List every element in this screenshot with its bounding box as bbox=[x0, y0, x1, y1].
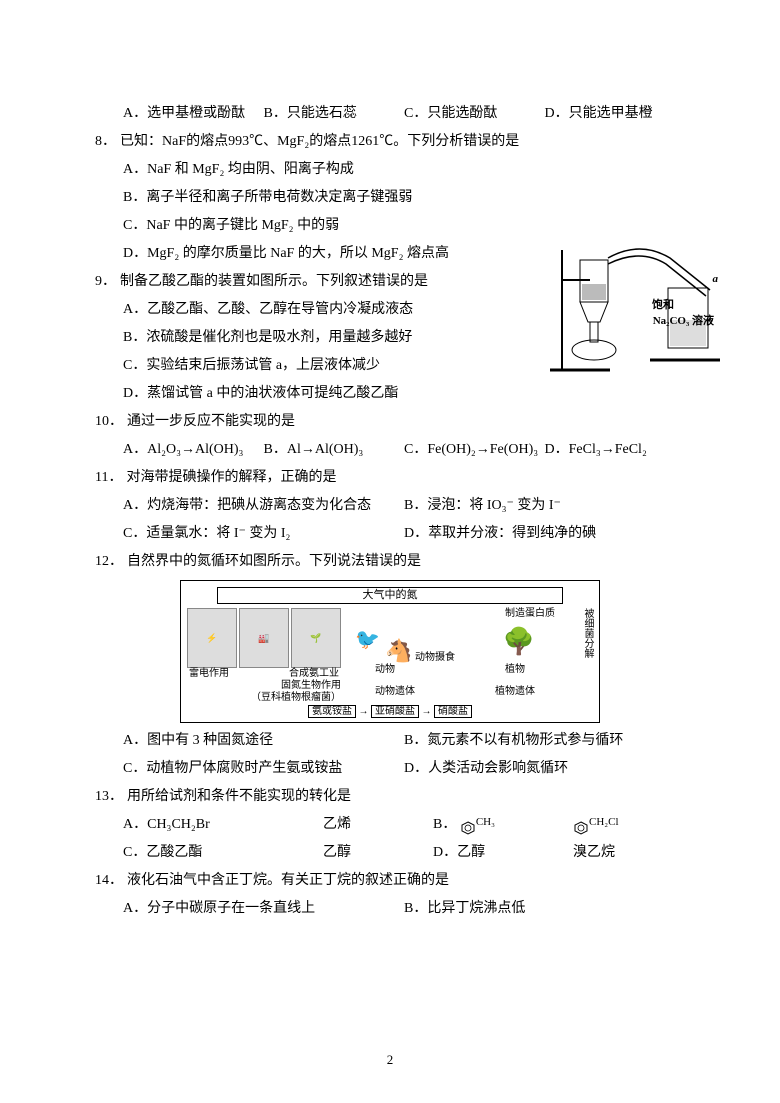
q10-stem: 通过一步反应不能实现的是 bbox=[127, 408, 295, 436]
q11-opt-a: A．灼烧海带：把碘从游离态变为化合态 bbox=[123, 492, 404, 520]
q13-row1: A．CH₃CH₂Br 乙烯 B． CH₃ CH₂Cl bbox=[95, 811, 685, 839]
benzene-icon-1 bbox=[460, 818, 476, 832]
q13-opt-c-left: C．乙酸乙酯 bbox=[123, 839, 323, 867]
q14-stem: 液化石油气中含正丁烷。有关正丁烷的叙述正确的是 bbox=[127, 867, 449, 895]
q13-opt-d-right: 溴乙烷 bbox=[573, 839, 685, 867]
q10-opt-b: B．Al→Al(OH)₃ bbox=[264, 436, 405, 464]
q11-stem-line: 11． 对海带提碘操作的解释，正确的是 bbox=[95, 464, 685, 492]
q13-row2: C．乙酸乙酯 乙醇 D．乙醇 溴乙烷 bbox=[95, 839, 685, 867]
apparatus-label-sol: Na₂CO₃ 溶液 bbox=[653, 310, 714, 332]
q11-options-2: C．适量氯水：将 I⁻ 变为 I₂ D．萃取并分液：得到纯净的碘 bbox=[95, 520, 685, 548]
q11-opt-b: B．浸泡：将 IO₃⁻ 变为 I⁻ bbox=[404, 492, 685, 520]
q10-opt-a: A．Al₂O₃→Al(OH)₃ bbox=[123, 436, 264, 464]
q11-opt-c: C．适量氯水：将 I⁻ 变为 I₂ bbox=[123, 520, 404, 548]
cycle-no3-label: 硝酸盐 bbox=[434, 705, 472, 718]
cycle-bird-icon: 🐦 bbox=[355, 628, 380, 652]
q13-opt-b-left: B． CH₃ bbox=[433, 811, 573, 839]
q12-stem: 自然界中的氮循环如图所示。下列说法错误的是 bbox=[127, 548, 421, 576]
q8-stem: 已知：NaF的熔点993℃、MgF₂的熔点1261℃。下列分析错误的是 bbox=[120, 128, 519, 156]
q10-options: A．Al₂O₃→Al(OH)₃ B．Al→Al(OH)₃ C．Fe(OH)₂→F… bbox=[95, 436, 685, 464]
cycle-feed-label: 动物摄食 bbox=[415, 652, 455, 664]
nitrogen-cycle-figure: 大气中的氮 ⚡ 🏭 🌱 雷电作用 合成氨工业 固氮生物作用 （豆科植物根瘤菌） … bbox=[180, 580, 600, 723]
cycle-tree-icon: 🌳 bbox=[503, 626, 535, 657]
cycle-lbl3: 固氮生物作用 （豆科植物根瘤菌） bbox=[187, 680, 341, 704]
q12-opt-a: A．图中有 3 种固氮途径 bbox=[123, 727, 404, 755]
cycle-protein-label: 制造蛋白质 bbox=[505, 608, 555, 620]
page-number: 2 bbox=[0, 1047, 780, 1073]
q11-options-1: A．灼烧海带：把碘从游离态变为化合态 B．浸泡：将 IO₃⁻ 变为 I⁻ bbox=[95, 492, 685, 520]
cycle-no2-label: 亚硝酸盐 bbox=[371, 705, 419, 718]
q12-number: 12． bbox=[95, 548, 123, 576]
q14-stem-line: 14． 液化石油气中含正丁烷。有关正丁烷的叙述正确的是 bbox=[95, 867, 685, 895]
q11-opt-d: D．萃取并分液：得到纯净的碘 bbox=[404, 520, 685, 548]
cycle-remains-a: 动物遗体 bbox=[375, 686, 415, 698]
q8-opt-b: B．离子半径和离子所带电荷数决定离子键强弱 bbox=[95, 184, 685, 212]
apparatus-label-a: a bbox=[713, 268, 719, 290]
q10-stem-line: 10． 通过一步反应不能实现的是 bbox=[95, 408, 685, 436]
cycle-img-bio: 🌱 bbox=[291, 608, 341, 668]
q9-opt-d: D．蒸馏试管 a 中的油状液体可提纯乙酸乙酯 bbox=[95, 380, 685, 408]
q13-stem-line: 13． 用所给试剂和条件不能实现的转化是 bbox=[95, 783, 685, 811]
cycle-img-lightning: ⚡ bbox=[187, 608, 237, 668]
q13-opt-c-right: 乙醇 bbox=[323, 839, 433, 867]
q14-number: 14． bbox=[95, 867, 123, 895]
q13-number: 13． bbox=[95, 783, 123, 811]
q10-opt-d: D．FeCl₃→FeCl₂ bbox=[545, 436, 686, 464]
q12-opt-d: D．人类活动会影响氮循环 bbox=[404, 755, 685, 783]
cycle-lbl1: 雷电作用 bbox=[189, 668, 229, 680]
benzene-icon-2 bbox=[573, 818, 589, 832]
q13-stem: 用所给试剂和条件不能实现的转化是 bbox=[127, 783, 351, 811]
q8-stem-line: 8． 已知：NaF的熔点993℃、MgF₂的熔点1261℃。下列分析错误的是 bbox=[95, 128, 685, 156]
apparatus-figure: a 饱和 Na₂CO₃ 溶液 bbox=[550, 240, 720, 380]
cycle-horse-icon: 🐴 bbox=[385, 638, 412, 664]
q10-number: 10． bbox=[95, 408, 123, 436]
q12-opt-b: B．氮元素不以有机物形式参与循环 bbox=[404, 727, 685, 755]
q13-opt-a-right: 乙烯 bbox=[323, 811, 433, 839]
cycle-animal-label: 动物 bbox=[375, 664, 395, 676]
q14-opt-a: A．分子中碳原子在一条直线上 bbox=[123, 895, 404, 923]
benzene-sub-1: CH₃ bbox=[476, 816, 495, 828]
q7-opt-b: B．只能选石蕊 bbox=[264, 100, 405, 128]
q11-number: 11． bbox=[95, 464, 122, 492]
cycle-top-label: 大气中的氮 bbox=[217, 587, 563, 604]
q12-opt-c: C．动植物尸体腐败时产生氨或铵盐 bbox=[123, 755, 404, 783]
q14-opt-b: B．比异丁烷沸点低 bbox=[404, 895, 685, 923]
cycle-plant-label: 植物 bbox=[505, 664, 525, 676]
benzene-sub-2: CH₂Cl bbox=[589, 816, 619, 828]
cycle-lbl2: 合成氨工业 bbox=[289, 668, 339, 680]
q8-opt-c: C．NaF 中的离子键比 MgF₂ 中的弱 bbox=[95, 212, 685, 240]
cycle-img-industry: 🏭 bbox=[239, 608, 289, 668]
cycle-nh-label: 氨或铵盐 bbox=[308, 705, 356, 718]
q9-number: 9． bbox=[95, 268, 116, 296]
q12-options-1: A．图中有 3 种固氮途径 B．氮元素不以有机物形式参与循环 bbox=[95, 727, 685, 755]
q7-opt-d: D．只能选甲基橙 bbox=[545, 100, 686, 128]
q11-stem: 对海带提碘操作的解释，正确的是 bbox=[126, 464, 336, 492]
q12-stem-line: 12． 自然界中的氮循环如图所示。下列说法错误的是 bbox=[95, 548, 685, 576]
q7-opt-c: C．只能选酚酞 bbox=[404, 100, 545, 128]
q10-opt-c: C．Fe(OH)₂→Fe(OH)₃ bbox=[404, 436, 545, 464]
q9-stem: 制备乙酸乙酯的装置如图所示。下列叙述错误的是 bbox=[120, 268, 428, 296]
cycle-side-label: 被细菌分解 bbox=[579, 608, 593, 658]
q13-b-prefix: B． bbox=[433, 817, 456, 832]
q13-opt-d-left: D．乙醇 bbox=[433, 839, 573, 867]
cycle-remains-p: 植物遗体 bbox=[495, 686, 535, 698]
q13-opt-a-left: A．CH₃CH₂Br bbox=[123, 811, 323, 839]
q13-opt-b-right: CH₂Cl bbox=[573, 811, 685, 839]
q12-options-2: C．动植物尸体腐败时产生氨或铵盐 D．人类活动会影响氮循环 bbox=[95, 755, 685, 783]
q8-opt-a: A．NaF 和 MgF₂ 均由阴、阳离子构成 bbox=[95, 156, 685, 184]
q14-options-1: A．分子中碳原子在一条直线上 B．比异丁烷沸点低 bbox=[95, 895, 685, 923]
q7-options: A．选甲基橙或酚酞 B．只能选石蕊 C．只能选酚酞 D．只能选甲基橙 bbox=[95, 100, 685, 128]
q7-opt-a: A．选甲基橙或酚酞 bbox=[123, 100, 264, 128]
q8-number: 8． bbox=[95, 128, 116, 156]
